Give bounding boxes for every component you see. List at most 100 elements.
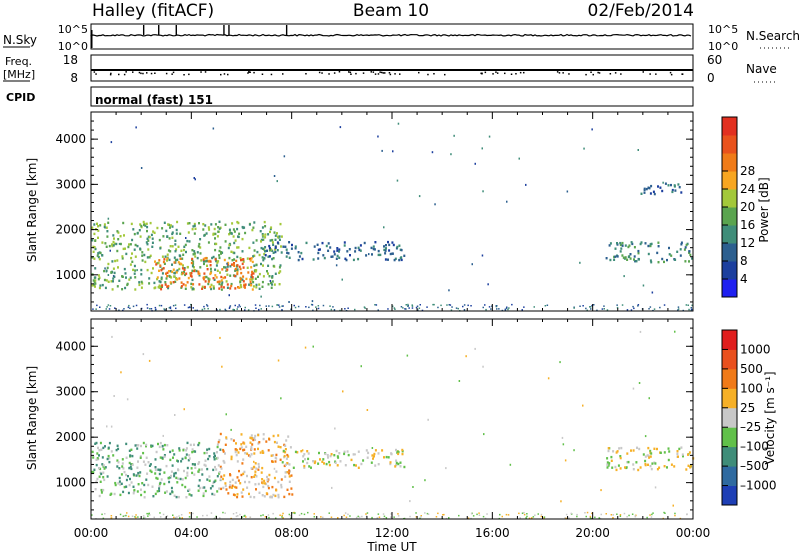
scatter-cell <box>290 308 292 310</box>
scatter-cell <box>163 443 166 447</box>
scatter-cell <box>632 305 634 308</box>
scatter-cell <box>251 260 254 264</box>
scatter-cell <box>230 428 232 431</box>
scatter-cell <box>198 274 201 277</box>
scatter-cell <box>358 248 361 252</box>
scatter-cell <box>91 514 93 516</box>
scatter-cell <box>140 273 143 276</box>
scatter-cell <box>198 468 201 471</box>
scatter-cell <box>208 455 211 458</box>
scatter-cell <box>400 248 403 252</box>
nave-point <box>377 73 380 75</box>
scatter-cell <box>258 308 260 311</box>
scatter-cell <box>677 183 680 186</box>
scatter-cell <box>647 244 650 248</box>
scatter-cell <box>137 460 139 463</box>
scatter-cell <box>243 448 246 451</box>
scatter-cell <box>357 466 360 469</box>
scatter-cell <box>315 306 317 308</box>
scatter-cell <box>151 444 154 448</box>
scatter-cell <box>348 248 351 251</box>
nave-point <box>355 72 357 75</box>
scatter-cell <box>626 258 629 261</box>
scatter-cell <box>237 451 240 454</box>
scatter-cell <box>647 463 649 466</box>
scatter-cell <box>132 228 135 231</box>
scatter-cell <box>391 305 394 307</box>
scatter-cell <box>239 482 242 485</box>
scatter-cell <box>140 167 143 169</box>
scatter-cell <box>253 460 255 463</box>
scatter-cell <box>633 307 635 310</box>
scatter-cell <box>190 286 193 289</box>
scatter-cell <box>269 280 272 282</box>
scatter-cell <box>637 305 639 307</box>
scatter-cell <box>191 278 194 282</box>
scatter-cell <box>207 282 210 286</box>
scatter-cell <box>123 267 126 271</box>
scatter-cell <box>288 463 291 466</box>
scatter-cell <box>390 516 392 518</box>
nave-point <box>523 71 525 74</box>
scatter-cell <box>656 251 659 255</box>
scatter-cell <box>582 305 584 307</box>
scatter-cell <box>290 517 292 519</box>
nave-point <box>556 71 559 73</box>
scatter-cell <box>180 285 183 288</box>
scatter-cell <box>245 445 248 448</box>
scatter-cell <box>255 488 257 491</box>
scatter-cell <box>106 457 109 461</box>
scatter-cell <box>252 241 255 244</box>
scatter-cell <box>364 307 366 309</box>
colorbar-tick-label: 1000 <box>740 342 771 356</box>
scatter-cell <box>177 261 180 264</box>
scatter-cell <box>261 478 264 481</box>
scatter-cell <box>252 255 255 258</box>
scatter-cell <box>451 306 453 308</box>
scatter-cell <box>279 264 282 267</box>
scatter-cell <box>102 476 105 479</box>
scatter-cell <box>478 514 481 516</box>
scatter-cell <box>269 495 272 499</box>
scatter-cell <box>149 221 152 225</box>
scatter-cell <box>625 466 628 469</box>
scatter-cell <box>186 239 189 243</box>
scatter-cell <box>181 517 183 519</box>
scatter-cell <box>521 512 524 514</box>
scatter-cell <box>148 277 151 280</box>
nave-point <box>655 73 657 75</box>
scatter-cell <box>658 466 661 469</box>
scatter-cell <box>224 308 226 311</box>
scatter-cell <box>151 241 154 244</box>
scatter-cell <box>242 260 245 263</box>
colorbar-tick-label: 4 <box>740 272 748 286</box>
scatter-cell <box>395 247 398 250</box>
scatter-cell <box>313 461 316 465</box>
scatter-cell <box>204 224 207 227</box>
scatter-cell <box>649 259 652 262</box>
scatter-cell <box>184 273 187 277</box>
scatter-cell <box>396 245 399 249</box>
scatter-cell <box>220 283 223 286</box>
scatter-cell <box>233 241 236 245</box>
scatter-cell <box>389 252 392 256</box>
scatter-cell <box>230 438 233 441</box>
scatter-cell <box>213 227 216 231</box>
nave-point <box>154 72 156 74</box>
scatter-cell <box>173 516 175 519</box>
scatter-cell <box>123 485 126 489</box>
scatter-cell <box>143 517 145 519</box>
scatter-cell <box>273 175 276 177</box>
scatter-cell <box>174 304 177 306</box>
scatter-cell <box>159 247 162 250</box>
scatter-cell <box>661 257 664 261</box>
scatter-cell <box>573 307 575 309</box>
scatter-cell <box>148 256 151 259</box>
scatter-cell <box>329 305 331 307</box>
scatter-cell <box>174 516 177 519</box>
scatter-cell <box>210 223 213 226</box>
scatter-cell <box>162 434 164 437</box>
scatter-cell <box>228 228 231 231</box>
scatter-cell <box>137 516 139 518</box>
scatter-cell <box>238 469 240 473</box>
